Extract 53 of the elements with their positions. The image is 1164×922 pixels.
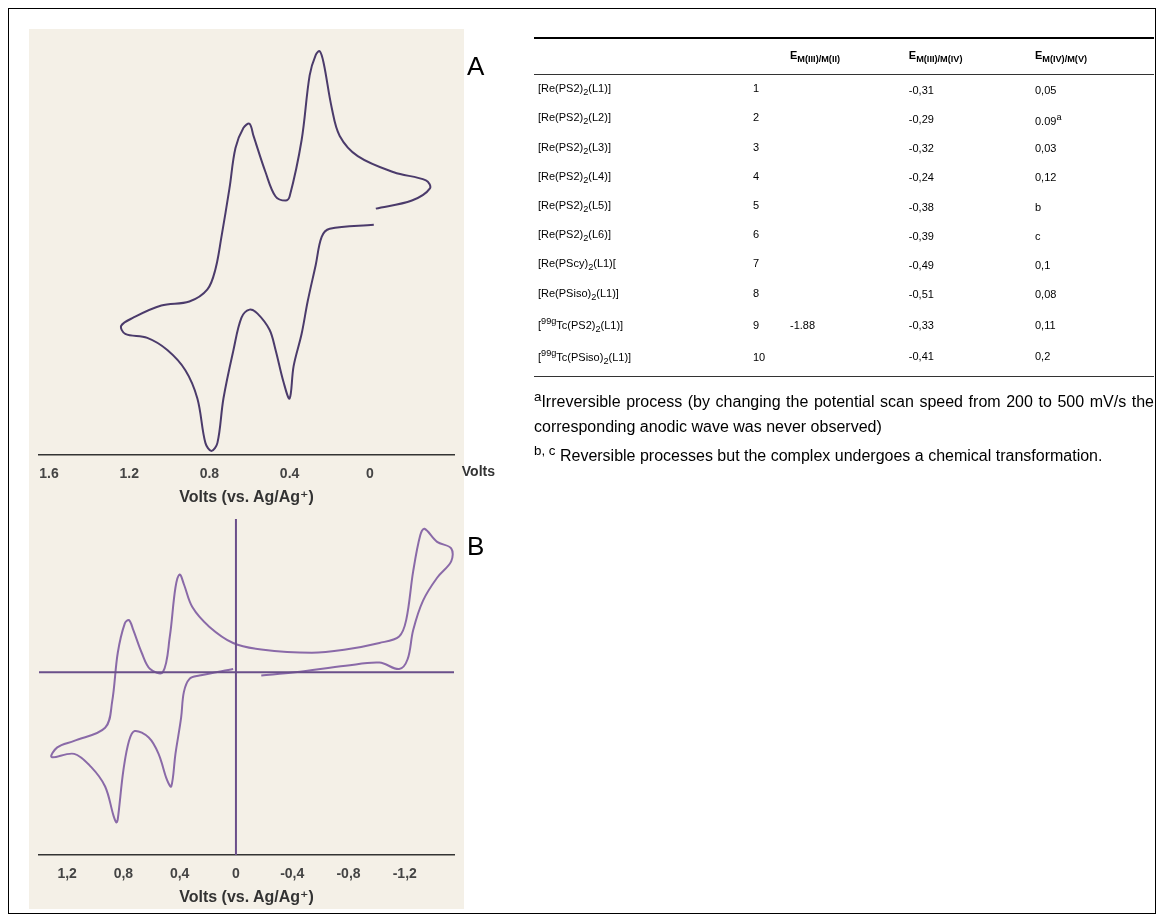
text: -0,41	[908, 350, 934, 363]
text: 0,05	[1034, 83, 1057, 96]
category-label: [Re(PS2)$_{2}$(L6)] 6	[538, 228, 760, 244]
category-label: [Re(PS2)$_{2}$(L3)] 3	[538, 140, 760, 156]
text: -0,49	[908, 258, 934, 271]
text: 0.09$^{a}$	[1034, 111, 1062, 127]
text: -1.88	[790, 318, 816, 331]
text: 0,08	[1034, 288, 1057, 301]
text: -0,31	[908, 83, 934, 96]
text: 0,2	[1034, 350, 1051, 363]
text: $^{a}$Irreversible process (by changing the potential scan speed from 200 to 500 mV/s the corresponding anodic wave was never observed)	[534, 388, 1154, 437]
x-tick-label: 0.8	[199, 465, 220, 482]
category-label: [Re(PS2)$_{2}$(L4)] 4	[538, 169, 760, 185]
x-tick-label: -0,4	[280, 865, 305, 882]
category-label: [$^{99g}$Tc(PS2)$_{2}$(L1)] 9	[538, 315, 760, 334]
x-axis-title: Volts (vs. Ag/Ag⁺)	[179, 887, 314, 905]
chart-title: A	[467, 51, 485, 82]
category-label: [Re(PS2)$_{2}$(L1)] 1	[538, 82, 760, 98]
category-label: [Re(PScy)$_{2}$(L1)[ 7	[538, 257, 760, 273]
category-label: E$_{M(IV)/M(V)}$	[1033, 48, 1089, 67]
text: 0,12	[1034, 171, 1057, 184]
category-label: E$_{M(III)/M(IV)}$	[907, 48, 964, 67]
text: $^{b, c}$ Reversible processes but the complex undergoes a chemical transformation.	[534, 441, 1104, 467]
category-label: [$^{99g}$Tc(PSiso)$_{2}$(L1)] 10	[538, 347, 766, 366]
text: -0,33	[908, 318, 934, 331]
x-axis-title: Volts (vs. Ag/Ag⁺)	[179, 487, 314, 505]
text: c	[1034, 229, 1041, 242]
text: -0,29	[908, 112, 934, 125]
x-tick-label: 0	[232, 865, 241, 882]
x-tick-label: 0,4	[169, 865, 190, 882]
text: Volts	[461, 462, 496, 479]
x-tick-label: 0	[365, 465, 374, 482]
text: -0,32	[908, 142, 934, 155]
x-tick-label: -0,8	[336, 865, 361, 882]
x-tick-label: 1,2	[57, 865, 78, 882]
x-tick-label: 0.4	[279, 465, 300, 482]
text: b	[1034, 200, 1042, 213]
x-tick-label: 0,8	[113, 865, 134, 882]
text: -0,39	[908, 229, 934, 242]
x-tick-label: 1.6	[39, 465, 59, 482]
chart-title: B	[467, 531, 485, 562]
text: -0,38	[908, 200, 934, 213]
x-tick-label: -1,2	[392, 865, 418, 882]
text: 0,03	[1034, 142, 1057, 155]
text: -0,24	[908, 171, 934, 184]
category-label: [Re(PS2)$_{2}$(L5)] 5	[538, 198, 760, 215]
category-label: E$_{M(III)/M(II)}$	[789, 48, 842, 67]
text: 0,1	[1034, 258, 1051, 271]
text: -0,51	[908, 288, 934, 301]
category-label: [Re(PSiso)$_{2}$(L1)] 8	[538, 286, 760, 302]
text: 0,11	[1034, 318, 1056, 331]
category-label: [Re(PS2)$_{2}$(L2)] 2	[538, 111, 760, 127]
x-tick-label: 1.2	[119, 465, 140, 482]
